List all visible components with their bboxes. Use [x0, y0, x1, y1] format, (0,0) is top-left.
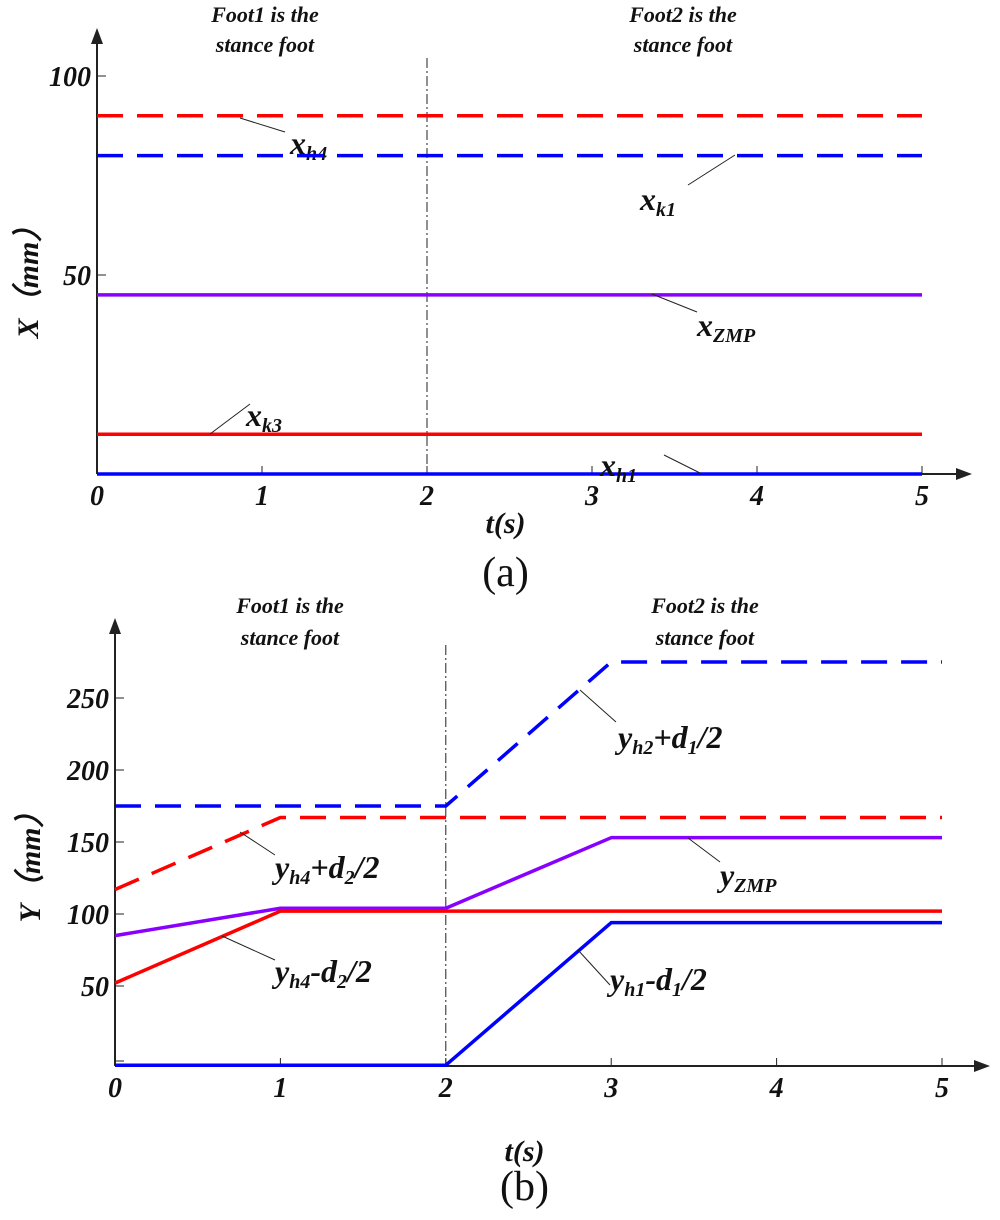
phase-label: Foot2 is the [628, 2, 737, 27]
leader-line [239, 117, 286, 133]
series-label-part: -d [645, 961, 673, 997]
series-label-part: /2 [345, 953, 372, 989]
caption: (b) [500, 1164, 549, 1210]
series-label: yh4-d2/2 [271, 953, 372, 993]
phase-label: stance foot [240, 625, 340, 650]
phase-label: stance foot [633, 32, 733, 57]
y-axis-label: Y（mm） [13, 798, 47, 923]
series-label: yh1-d1/2 [606, 961, 707, 1001]
x-tick-label: 4 [749, 481, 764, 512]
series-label: xk1 [639, 181, 676, 221]
series-label-part: y [271, 953, 290, 989]
series-label: xh1 [599, 447, 637, 487]
series-label-part: +d [653, 719, 688, 755]
phase-label: stance foot [215, 32, 315, 57]
x-axis-arrow [974, 1060, 990, 1072]
series-label-part: y [271, 849, 290, 885]
x-tick-label: 3 [584, 481, 599, 512]
series-label-part: ZMP [733, 875, 777, 897]
series-label: xZMP [696, 307, 756, 347]
x-axis-label: t(s) [505, 1135, 545, 1168]
caption: (a) [482, 550, 529, 596]
leader-line [239, 831, 276, 856]
x-tick-label: 3 [603, 1073, 618, 1104]
series-label-part: h4 [289, 867, 310, 889]
series-label-part: x [696, 307, 713, 343]
chart-b: 0 1 2 3 4 5 50 100 150 200 250 Foot1 is the stance f… [13, 593, 990, 1210]
leader-line [651, 293, 698, 313]
y-axis-arrow [109, 618, 121, 634]
y-tick-label: 150 [67, 828, 109, 859]
y-axis-label: X（mm） [11, 212, 45, 340]
series-label-part: 1 [672, 979, 682, 1001]
series-label: yh4+d2/2 [271, 849, 379, 889]
series-label: yZMP [716, 857, 777, 897]
phase-label: Foot1 is the [210, 2, 319, 27]
y-tick-label: 100 [67, 900, 109, 931]
series-label-part: 2 [344, 867, 355, 889]
series-label-part: x [639, 181, 656, 217]
series-label-part: /2 [353, 849, 380, 885]
series-label-part: 1 [688, 737, 698, 759]
series-label: xk3 [245, 397, 282, 437]
x-tick-label: 1 [273, 1073, 287, 1104]
series-label-part: /2 [696, 719, 723, 755]
y-tick-label: 100 [49, 62, 91, 93]
x-tick-label: 5 [935, 1073, 949, 1104]
series-label-part: x [289, 125, 306, 161]
series-label-part: h1 [616, 465, 637, 487]
series-label: yh2+d1/2 [614, 719, 722, 759]
x-axis-arrow [956, 468, 972, 480]
series-label-part: -d [310, 953, 338, 989]
leader-line [663, 454, 703, 475]
series-label-part: y [606, 961, 625, 997]
leader-line [209, 403, 251, 435]
series-label-part: h1 [624, 979, 645, 1001]
phase-label: Foot1 is the [235, 593, 344, 618]
series-label-part: x [599, 447, 616, 483]
phase-label: stance foot [655, 625, 755, 650]
series-label-part: 2 [336, 971, 347, 993]
series-label-part: y [614, 719, 633, 755]
series-label-part: k1 [656, 199, 676, 221]
x-tick-label: 2 [419, 481, 434, 512]
series-label-part: +d [310, 849, 345, 885]
series-line-y-ZMP [114, 835, 942, 938]
leader-line [221, 935, 276, 961]
phase-label: Foot2 is the [650, 593, 759, 618]
leader-line [579, 689, 617, 723]
chart-a: 0 1 2 3 4 5 50 100 Foot1 is the stance foot Foot2 … [11, 2, 972, 596]
series-label-part: h4 [289, 971, 310, 993]
y-tick-label: 250 [66, 684, 109, 715]
series-line-y-h4-d2-2 [114, 815, 942, 892]
series-label-part: /2 [680, 961, 707, 997]
leader-line [687, 154, 736, 186]
leader-line [687, 837, 721, 863]
x-tick-label: 4 [769, 1073, 784, 1104]
y-axis-arrow [91, 28, 103, 44]
series-label-part: y [716, 857, 735, 893]
y-tick-label: 50 [81, 972, 109, 1003]
series-line-y-h4-d2-2 [114, 909, 942, 985]
series-label: xh4 [289, 125, 327, 165]
series-label-part: x [245, 397, 262, 433]
x-tick-label: 2 [438, 1073, 453, 1104]
x-tick-label: 0 [108, 1073, 122, 1104]
series-label-part: ZMP [712, 325, 756, 347]
series-line-y-h2-d1-2 [115, 660, 942, 808]
x-tick-label: 0 [90, 481, 104, 512]
y-tick-label: 200 [66, 756, 109, 787]
leader-line [577, 949, 611, 986]
series-label-part: k3 [262, 415, 282, 437]
x-axis-label: t(s) [486, 507, 526, 540]
series-line-y-h1-d1-2 [115, 920, 942, 1067]
x-tick-label: 1 [255, 481, 269, 512]
series-label-part: h2 [632, 737, 653, 759]
y-tick-label: 50 [63, 261, 91, 292]
x-tick-label: 5 [915, 481, 929, 512]
